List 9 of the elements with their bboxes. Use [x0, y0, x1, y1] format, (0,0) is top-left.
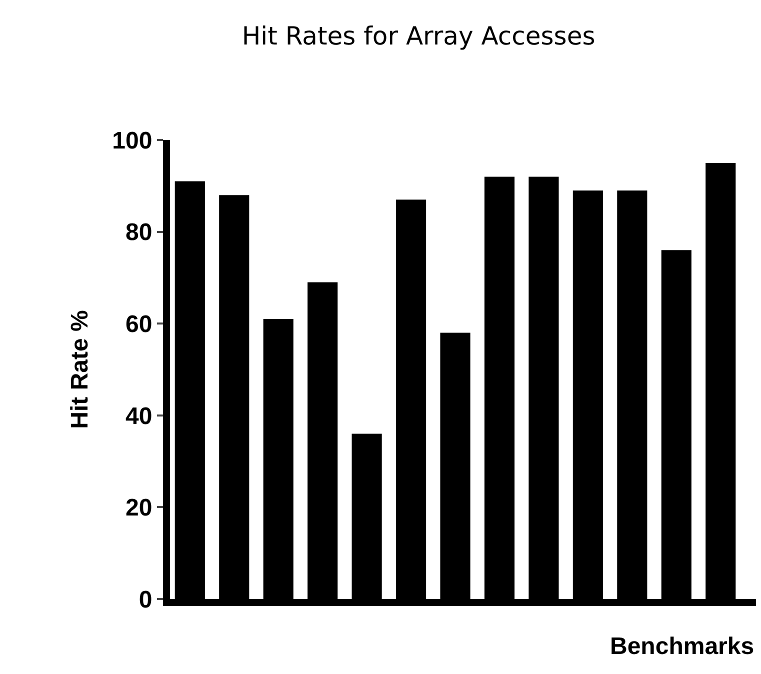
y-tick-label: 100	[112, 127, 152, 154]
y-axis-title: Hit Rate %	[66, 310, 94, 429]
y-tick-label: 40	[125, 402, 152, 430]
y-tick-label: 80	[125, 219, 152, 246]
x-axis-title: Benchmarks	[610, 633, 754, 660]
chart-title: Hit Rates for Array Accesses	[242, 21, 596, 50]
y-tick-label: 0	[138, 586, 152, 614]
y-tick-label: 20	[125, 494, 152, 522]
y-tick-label: 60	[125, 311, 152, 338]
